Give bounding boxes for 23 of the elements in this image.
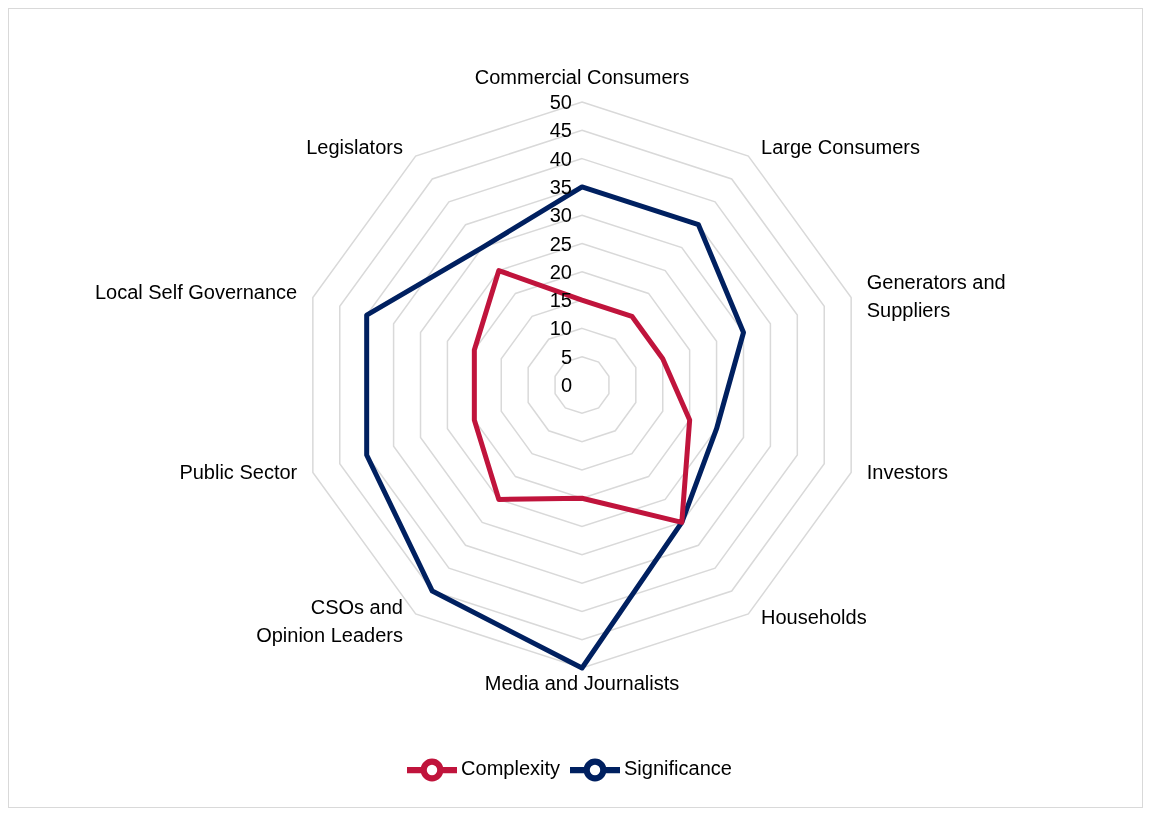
y-tick-label: 40 (549, 147, 572, 170)
spoke-label: Local Self Governance (94, 281, 298, 304)
y-tick-label: 15 (549, 289, 572, 312)
spoke-label: Households (761, 606, 867, 629)
y-tick-label: 35 (549, 175, 572, 198)
y-tick-label: 0 (560, 374, 572, 396)
legend-label: Significance (624, 757, 732, 780)
spoke-label: Generators and Suppliers (866, 271, 1006, 322)
y-tick-label: 25 (549, 232, 572, 255)
y-tick-label: 20 (549, 260, 572, 283)
spoke-label: Large Consumers (761, 135, 921, 158)
y-tick-label: 50 (549, 91, 572, 113)
y-tick-label: 5 (560, 345, 572, 368)
spoke-label: Investors (866, 460, 948, 483)
spoke-label: Media and Journalists (484, 672, 680, 694)
legend-label: Complexity (461, 757, 561, 780)
spoke-label: Commercial Consumers (474, 66, 690, 88)
y-tick-label: 10 (549, 317, 572, 340)
y-tick-label: 45 (549, 119, 572, 142)
spoke-label: CSOs and Opinion Leaders (256, 596, 403, 647)
spoke-label: Legislators (306, 135, 403, 158)
y-tick-label: 30 (549, 204, 572, 227)
spoke-label: Public Sector (179, 460, 298, 483)
